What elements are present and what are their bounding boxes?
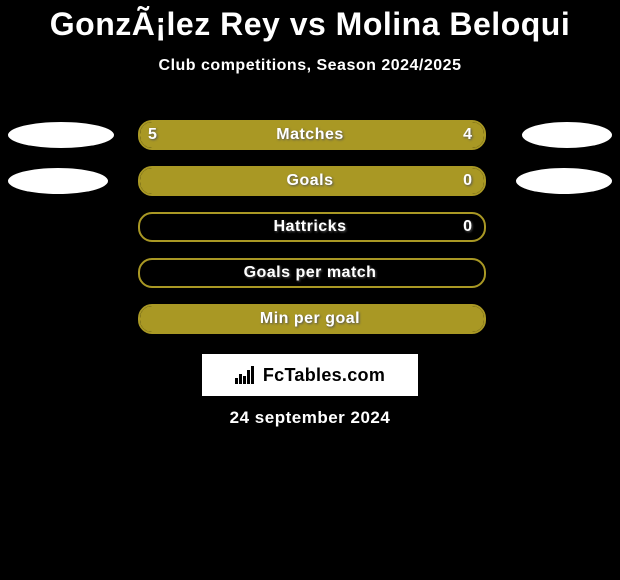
page-subtitle: Club competitions, Season 2024/2025 — [0, 57, 620, 75]
player-left-oval — [8, 168, 108, 194]
date-text: 24 september 2024 — [0, 408, 620, 428]
stats-area: Matches54 Goals0 Hattricks0 Goals per match… — [0, 120, 620, 350]
stat-bar-track — [138, 166, 486, 196]
stat-row: Goals0 — [0, 166, 620, 196]
comparison-card: GonzÃ¡lez Rey vs Molina Beloqui Club com… — [0, 0, 620, 580]
stat-bar-track — [138, 212, 486, 242]
stat-bar-track — [138, 120, 486, 150]
stat-bar-track — [138, 258, 486, 288]
player-right-oval — [516, 168, 612, 194]
page-title: GonzÃ¡lez Rey vs Molina Beloqui — [0, 0, 620, 43]
stat-bar-fill — [140, 306, 484, 332]
stat-row: Matches54 — [0, 120, 620, 150]
stat-row: Min per goal — [0, 304, 620, 334]
stat-bar-fill — [140, 122, 484, 148]
attribution-box: FcTables.com — [202, 354, 418, 396]
stat-bar-fill — [140, 168, 484, 194]
bars-icon — [235, 366, 257, 384]
attribution-text: FcTables.com — [263, 365, 385, 386]
stat-bar-track — [138, 304, 486, 334]
stat-row: Goals per match — [0, 258, 620, 288]
player-left-oval — [8, 122, 114, 148]
stat-row: Hattricks0 — [0, 212, 620, 242]
player-right-oval — [522, 122, 612, 148]
